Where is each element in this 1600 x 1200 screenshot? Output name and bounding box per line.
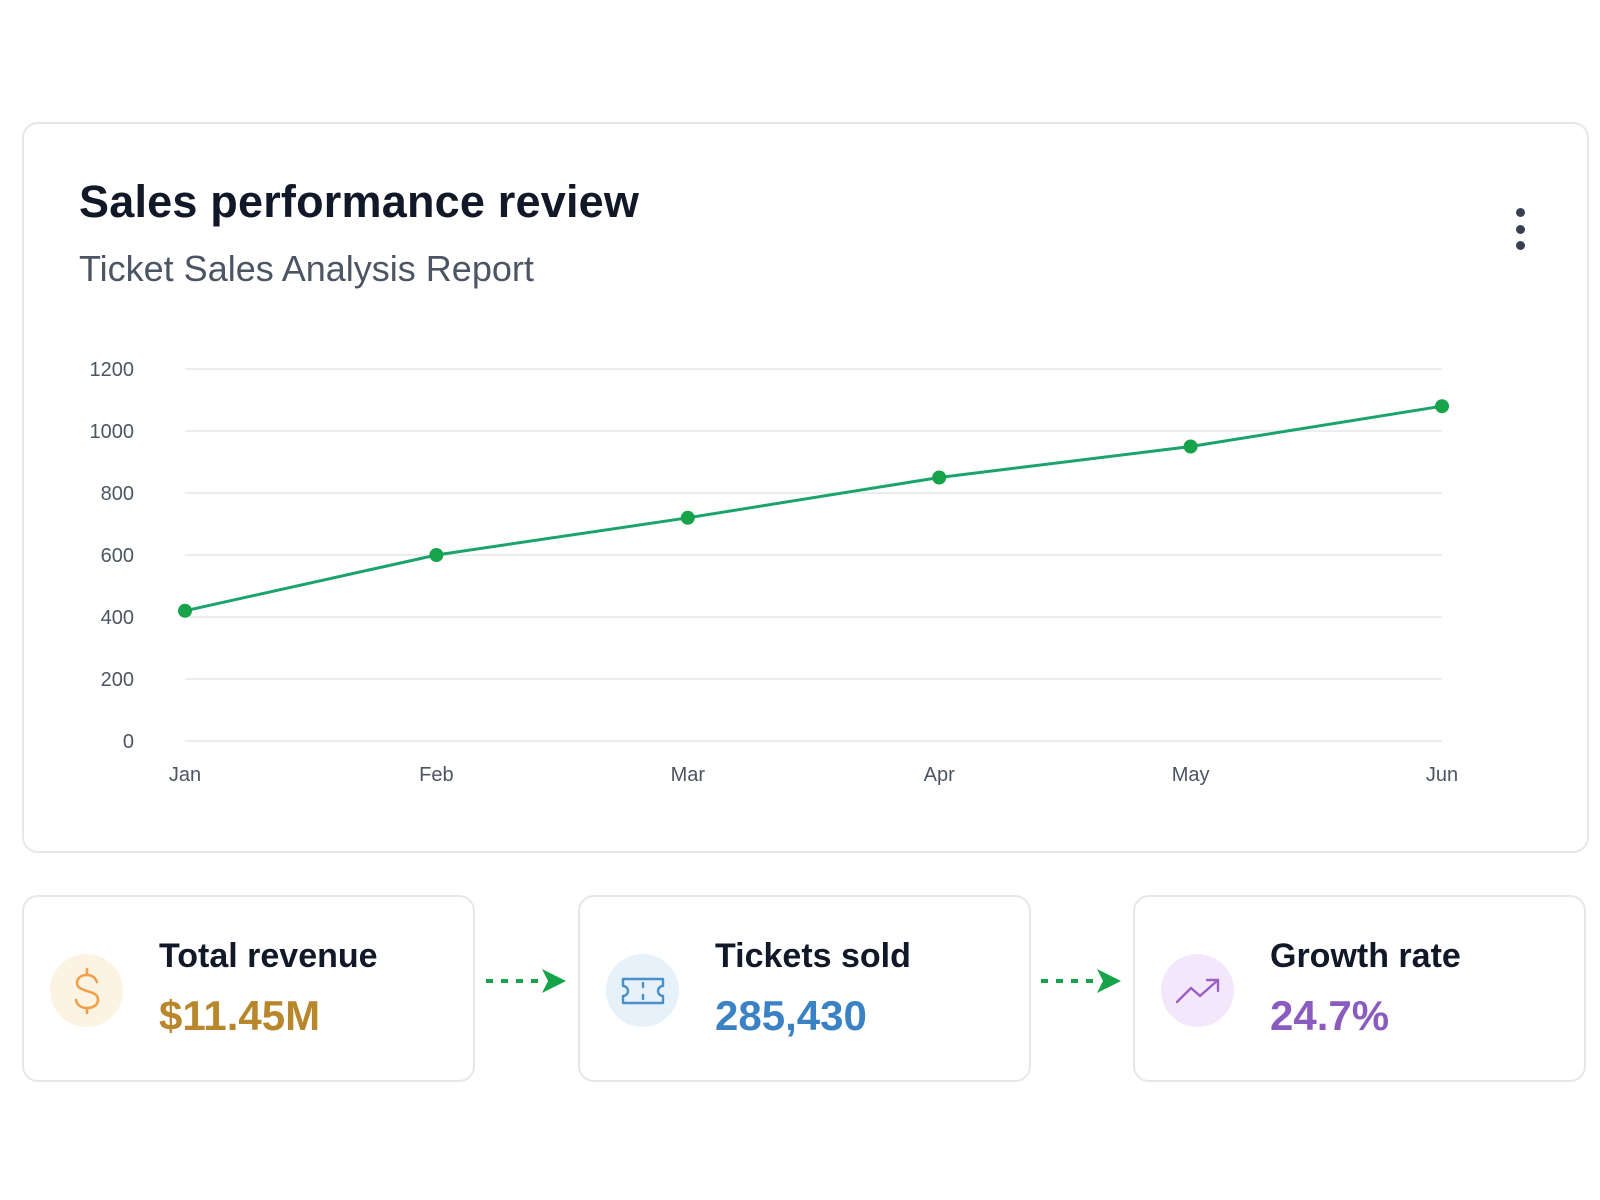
x-tick-label: Jun [1426,764,1458,786]
data-point[interactable] [932,470,947,485]
x-tick-label: May [1172,764,1210,786]
stat-value: 24.7% [1270,992,1390,1039]
x-tick-label: Jan [169,764,201,786]
stat-value: $11.45M [159,992,321,1039]
stat-card-revenue: Total revenue $11.45M [22,895,475,1082]
more-vertical-icon[interactable] [1505,206,1535,252]
ticket-icon [606,954,679,1027]
y-tick-label: 800 [101,483,134,505]
trending-up-icon [1161,954,1234,1027]
chart-title: Sales performance review [79,176,640,227]
arrow-right-icon [486,969,566,993]
y-tick-label: 200 [101,669,134,691]
stat-value: 285,430 [715,992,867,1039]
chart-subtitle: Ticket Sales Analysis Report [79,248,534,289]
stat-label: Total revenue [159,937,378,975]
y-tick-label: 0 [123,731,134,753]
data-point[interactable] [680,510,695,525]
line-chart: 0 200 400 600 800 1000 1200 Jan Feb Mar Apr May Jun [90,359,1459,786]
stat-label: Growth rate [1270,937,1461,975]
data-point[interactable] [1435,399,1449,414]
data-point[interactable] [178,603,192,618]
x-tick-label: Feb [419,764,453,786]
arrow-right-icon [1041,969,1121,993]
stat-card-tickets: Tickets sold 285,430 [578,895,1031,1082]
y-tick-label: 600 [101,545,134,567]
y-tick-label: 1200 [90,359,135,381]
chart-card: Sales performance review Ticket Sales An… [22,122,1589,853]
y-tick-label: 400 [101,607,134,629]
x-tick-label: Mar [671,764,706,786]
stat-label: Tickets sold [715,937,911,975]
series-line [184,404,1443,613]
x-tick-label: Apr [924,764,955,786]
data-point[interactable] [1183,439,1198,454]
dollar-icon [50,954,123,1027]
y-tick-label: 1000 [90,421,135,443]
stat-card-growth: Growth rate 24.7% [1133,895,1586,1082]
data-point[interactable] [429,548,444,562]
